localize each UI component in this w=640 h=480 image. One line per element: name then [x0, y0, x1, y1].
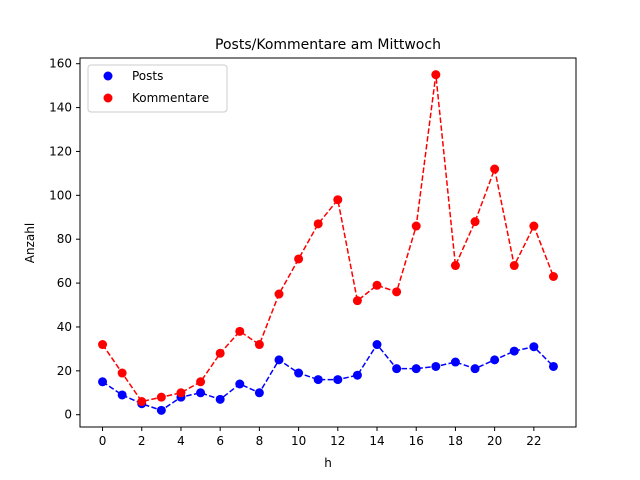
data-point-kommentare [392, 287, 402, 297]
y-tick-label: 120 [49, 144, 72, 158]
data-point-kommentare [254, 340, 264, 350]
data-point-kommentare [117, 368, 127, 378]
y-tick-label: 160 [49, 57, 72, 71]
x-tick-label: 16 [409, 434, 424, 448]
data-point-posts [254, 388, 264, 398]
plot-frame [79, 57, 577, 428]
x-tick-label: 10 [291, 434, 306, 448]
data-point-posts [294, 368, 304, 378]
data-point-kommentare [372, 280, 382, 290]
series-line-posts [102, 343, 554, 412]
y-tick-label: 140 [49, 101, 72, 115]
data-point-posts [411, 364, 421, 374]
legend-box [87, 64, 228, 113]
y-tick-label: 40 [57, 320, 72, 334]
data-point-posts [431, 361, 441, 371]
y-axis-label: Anzahl [23, 223, 37, 263]
data-point-kommentare [548, 272, 558, 281]
data-point-posts [450, 357, 460, 367]
legend-marker-posts [103, 71, 113, 81]
data-point-kommentare [137, 397, 147, 407]
data-point-kommentare [333, 195, 343, 205]
x-tick-label: 22 [526, 434, 541, 448]
data-point-posts [529, 342, 539, 352]
legend-label-posts: Posts [132, 69, 163, 83]
x-tick-label: 18 [448, 434, 463, 448]
y-tick-label: 20 [57, 364, 72, 378]
data-point-kommentare [470, 217, 480, 227]
data-point-kommentare [176, 388, 186, 398]
data-point-kommentare [215, 348, 225, 358]
legend-label-kommentare: Kommentare [132, 91, 209, 105]
data-point-posts [333, 375, 343, 385]
data-point-posts [470, 364, 480, 374]
x-tick-label: 12 [330, 434, 345, 448]
data-point-kommentare [450, 261, 460, 271]
data-point-posts [509, 346, 519, 356]
data-point-posts [372, 340, 382, 350]
data-point-posts [98, 377, 108, 387]
legend-marker-kommentare [103, 93, 113, 103]
data-point-kommentare [490, 164, 500, 174]
data-point-kommentare [274, 289, 284, 299]
data-point-kommentare [196, 377, 206, 387]
data-point-kommentare [529, 221, 539, 231]
data-point-kommentare [156, 392, 166, 402]
x-tick-label: 8 [256, 434, 264, 448]
x-axis-label: h [324, 456, 332, 470]
plot-area: 0 2 4 6 8 10 12 14 16 18 20 22 0 20 40 60 80 100 120 140 160 [49, 57, 577, 448]
y-tick-label: 100 [49, 188, 72, 202]
series-line-kommentare [101, 74, 555, 403]
data-point-posts [352, 370, 362, 380]
data-point-kommentare [98, 340, 108, 350]
data-point-posts [392, 364, 402, 374]
x-tick-label: 20 [487, 434, 502, 448]
data-point-kommentare [235, 326, 245, 336]
data-point-posts [313, 375, 323, 385]
data-point-kommentare [431, 70, 441, 80]
data-point-kommentare [411, 221, 421, 231]
data-point-posts [117, 390, 127, 400]
x-tick-label: 14 [369, 434, 384, 448]
data-point-posts [156, 405, 166, 415]
y-tick-label: 0 [64, 408, 72, 422]
x-tick-label: 0 [99, 434, 107, 448]
x-tick-label: 2 [138, 434, 146, 448]
data-point-posts [196, 388, 206, 398]
data-point-posts [274, 355, 284, 365]
data-point-posts [548, 361, 558, 371]
y-tick-label: 80 [57, 232, 72, 246]
data-point-kommentare [352, 296, 362, 306]
data-point-kommentare [313, 219, 323, 229]
chart-title: Posts/Kommentare am Mittwoch [215, 37, 441, 53]
data-point-kommentare [509, 261, 519, 271]
data-point-posts [215, 394, 225, 404]
data-point-kommentare [294, 254, 304, 264]
y-tick-label: 60 [57, 276, 72, 290]
data-point-posts [490, 355, 500, 365]
x-tick-label: 6 [216, 434, 224, 448]
x-tick-label: 4 [177, 434, 185, 448]
data-point-posts [235, 379, 245, 389]
legend: Posts Kommentare [87, 64, 228, 113]
